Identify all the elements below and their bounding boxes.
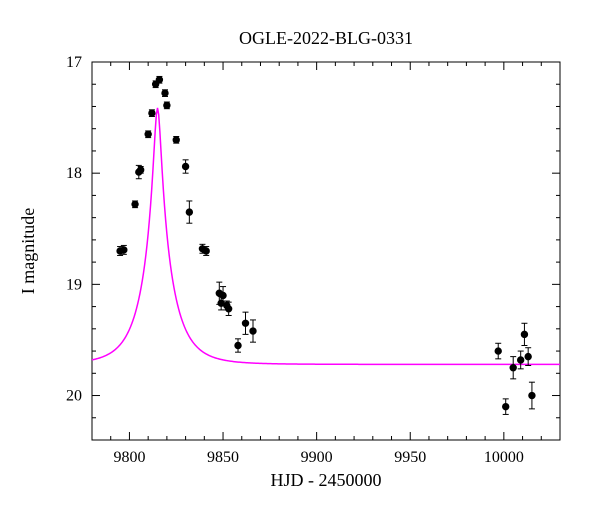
y-ticks: 17 18 19 20 <box>66 54 560 440</box>
data-point <box>137 167 143 173</box>
x-tick-label: 9850 <box>207 449 239 466</box>
data-point <box>182 163 188 169</box>
data-point <box>517 357 523 363</box>
data-point <box>132 201 138 207</box>
data-point <box>220 292 226 298</box>
lightcurve-chart: OGLE-2022-BLG-0331 9800 9850 9900 9950 10000… <box>0 0 600 512</box>
data-point <box>521 331 527 337</box>
y-tick-label: 20 <box>66 388 82 405</box>
plot-frame <box>92 62 560 440</box>
y-tick-label: 17 <box>66 54 82 71</box>
data-point <box>525 353 531 359</box>
model-curve <box>92 108 560 365</box>
x-tick-label: 10000 <box>484 449 524 466</box>
chart-svg: OGLE-2022-BLG-0331 9800 9850 9900 9950 10000… <box>0 0 600 512</box>
data-point <box>503 403 509 409</box>
data-point <box>156 77 162 83</box>
data-point <box>225 306 231 312</box>
data-point <box>121 247 127 253</box>
data-point <box>145 131 151 137</box>
x-ticks: 9800 9850 9900 9950 10000 <box>92 62 560 466</box>
chart-title: OGLE-2022-BLG-0331 <box>239 28 413 48</box>
data-point <box>242 320 248 326</box>
x-tick-label: 9950 <box>394 449 426 466</box>
data-point <box>186 209 192 215</box>
data-point <box>235 342 241 348</box>
y-tick-label: 19 <box>66 276 82 293</box>
data-point <box>495 348 501 354</box>
data-point <box>149 110 155 116</box>
data-point <box>203 248 209 254</box>
data-point <box>162 90 168 96</box>
data-point <box>510 365 516 371</box>
data-point <box>173 137 179 143</box>
data-point <box>529 392 535 398</box>
x-axis-label: HJD - 2450000 <box>271 470 382 490</box>
y-axis-label: I magnitude <box>18 208 38 294</box>
y-tick-label: 18 <box>66 165 82 182</box>
x-tick-label: 9800 <box>113 449 145 466</box>
data-point <box>164 102 170 108</box>
x-tick-label: 9900 <box>301 449 333 466</box>
data-point <box>250 328 256 334</box>
